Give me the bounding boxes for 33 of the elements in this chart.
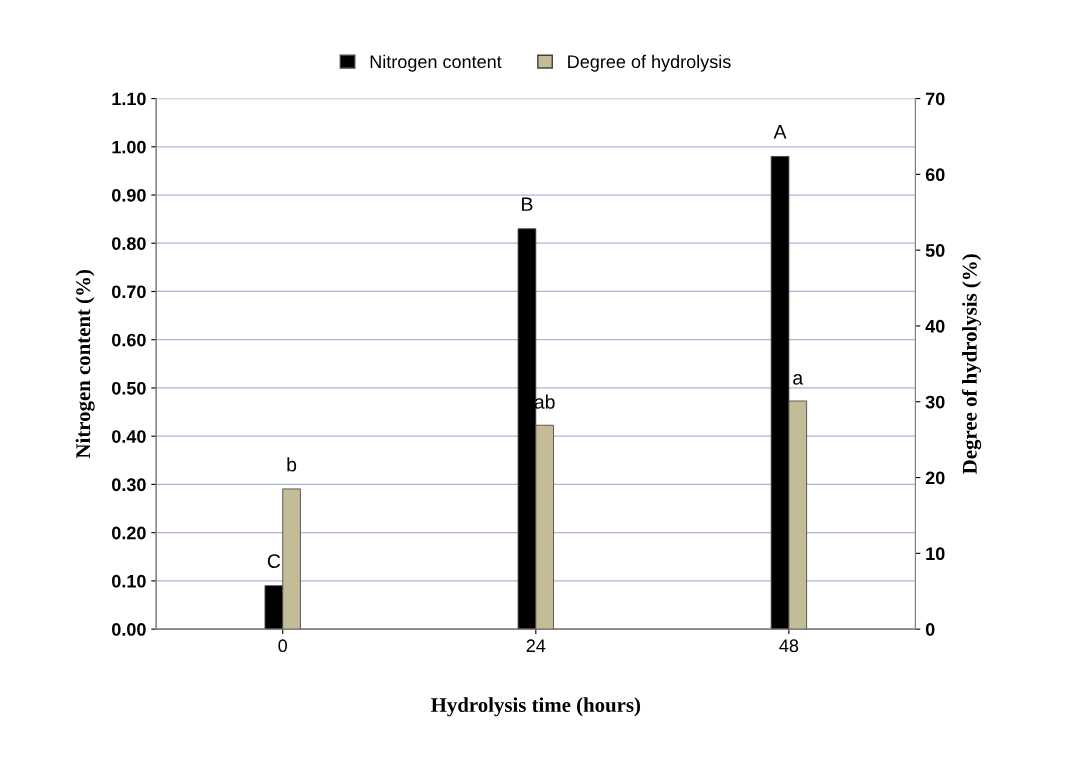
y-tick-label: 1.00: [112, 140, 146, 154]
x-tick-label: 0: [278, 639, 288, 653]
y-axis-title: Nitrogen content (%): [75, 270, 95, 459]
y-tick-label: 0.40: [112, 430, 146, 443]
x-tick-label: 24: [526, 639, 546, 652]
y2-tick-label: 10: [926, 547, 945, 561]
y-tick-label: 0.80: [112, 237, 146, 250]
x-tick-label: 48: [779, 639, 799, 653]
annotation: a: [793, 374, 804, 385]
y2-tick-label: 50: [925, 244, 945, 257]
y2-axis-title: Degree of hydrolysis (%): [961, 254, 982, 474]
y-tick-label: 1.10: [112, 92, 146, 106]
annotation: B: [522, 197, 533, 211]
y-tick-label: 0.70: [112, 285, 146, 299]
y-tick-label: 0.00: [112, 623, 146, 636]
annotation: b: [287, 457, 297, 472]
y2-tick-label: 30: [925, 395, 945, 409]
legend-label: Nitrogen content: [370, 54, 502, 72]
legend-label: Degree of hydrolysis: [568, 54, 731, 72]
y-tick-label: 0.20: [112, 526, 146, 540]
y-tick-label: 0.90: [112, 188, 146, 202]
annotation: C: [267, 554, 281, 568]
y2-tick-label: 40: [925, 319, 945, 333]
y2-tick-label: 70: [925, 92, 945, 106]
y2-tick-label: 60: [925, 168, 945, 182]
y-tick-label: 0.60: [112, 333, 146, 347]
y2-tick-label: 0: [925, 623, 935, 636]
y2-tick-label: 20: [925, 471, 945, 485]
y-tick-label: 0.50: [112, 381, 146, 395]
annotation: A: [773, 125, 787, 139]
x-axis-title: Hydrolysis time (hours): [431, 697, 641, 717]
y-tick-label: 0.30: [112, 478, 146, 492]
y-tick-label: 0.10: [112, 574, 146, 588]
